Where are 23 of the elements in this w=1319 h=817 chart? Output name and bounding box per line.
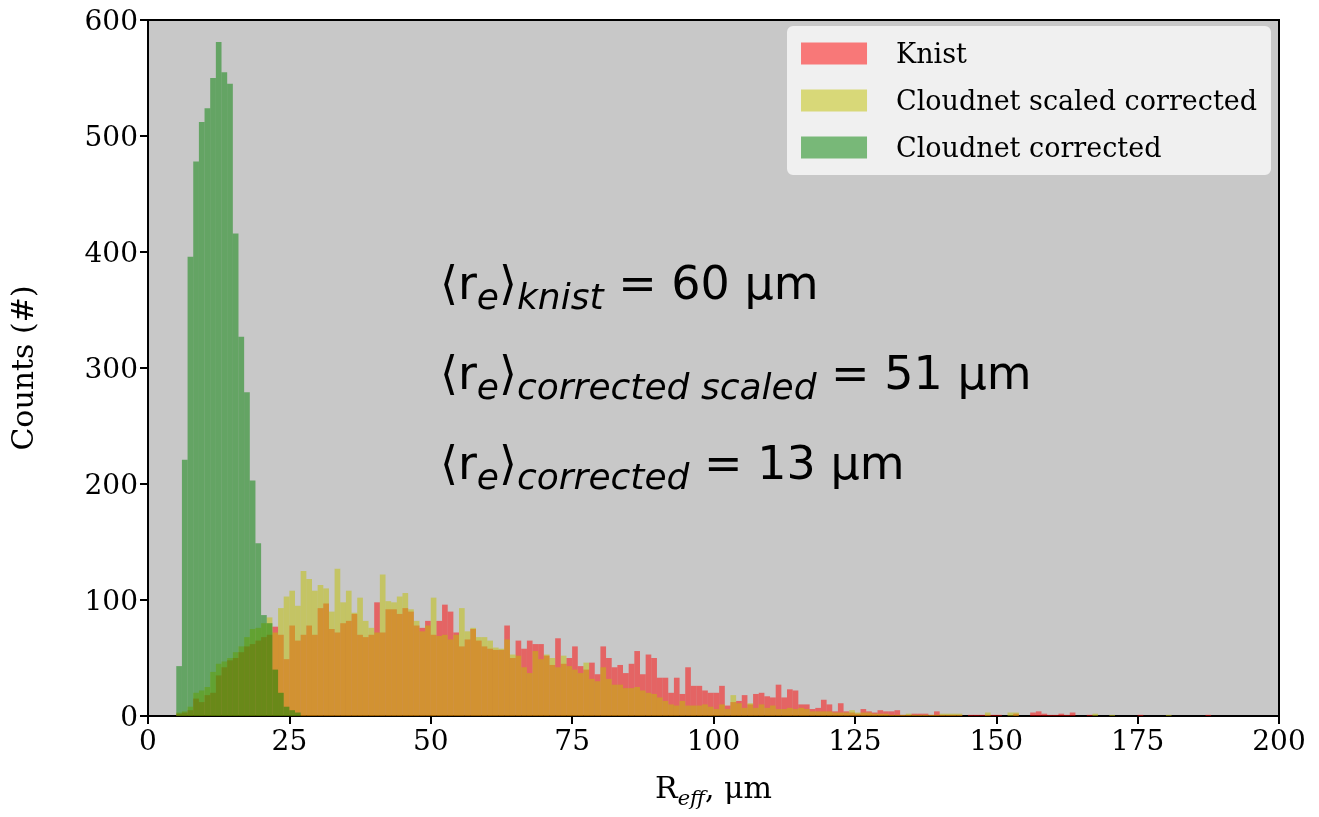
annotation: ⟨r$_{e}$⟩$_{corrected}$ = 13 μm: [440, 435, 906, 500]
x-tick-label: 150: [969, 723, 1023, 757]
legend-label: Knist: [896, 38, 968, 69]
legend-label: Cloudnet scaled corrected: [896, 85, 1257, 116]
annotation: ⟨r$_{e}$⟩$_{knist}$ = 60 μm: [440, 255, 820, 320]
y-tick-label: 300: [84, 351, 138, 385]
annotation: ⟨r$_{e}$⟩$_{corrected scaled}$ = 51 μm: [440, 345, 1032, 410]
x-tick-label: 100: [686, 723, 741, 757]
x-axis-title: R$_{eff}$, μm: [654, 770, 773, 810]
x-tick-label: 25: [271, 723, 308, 757]
x-tick-label: 200: [1252, 723, 1306, 757]
y-tick-label: 200: [84, 467, 138, 501]
y-tick-label: 100: [84, 583, 138, 617]
x-tick-label: 125: [828, 723, 882, 757]
legend-label: Cloudnet corrected: [896, 132, 1162, 163]
x-tick-label: 175: [1110, 723, 1165, 757]
y-tick-label: 400: [84, 235, 138, 269]
y-tick-label: 500: [84, 119, 138, 153]
x-tick-label: 50: [412, 723, 449, 757]
y-axis-title: Counts (#): [4, 285, 40, 451]
y-tick-label: 0: [120, 699, 138, 733]
x-tick-label: 75: [554, 723, 590, 757]
y-tick-label: 600: [84, 3, 138, 37]
